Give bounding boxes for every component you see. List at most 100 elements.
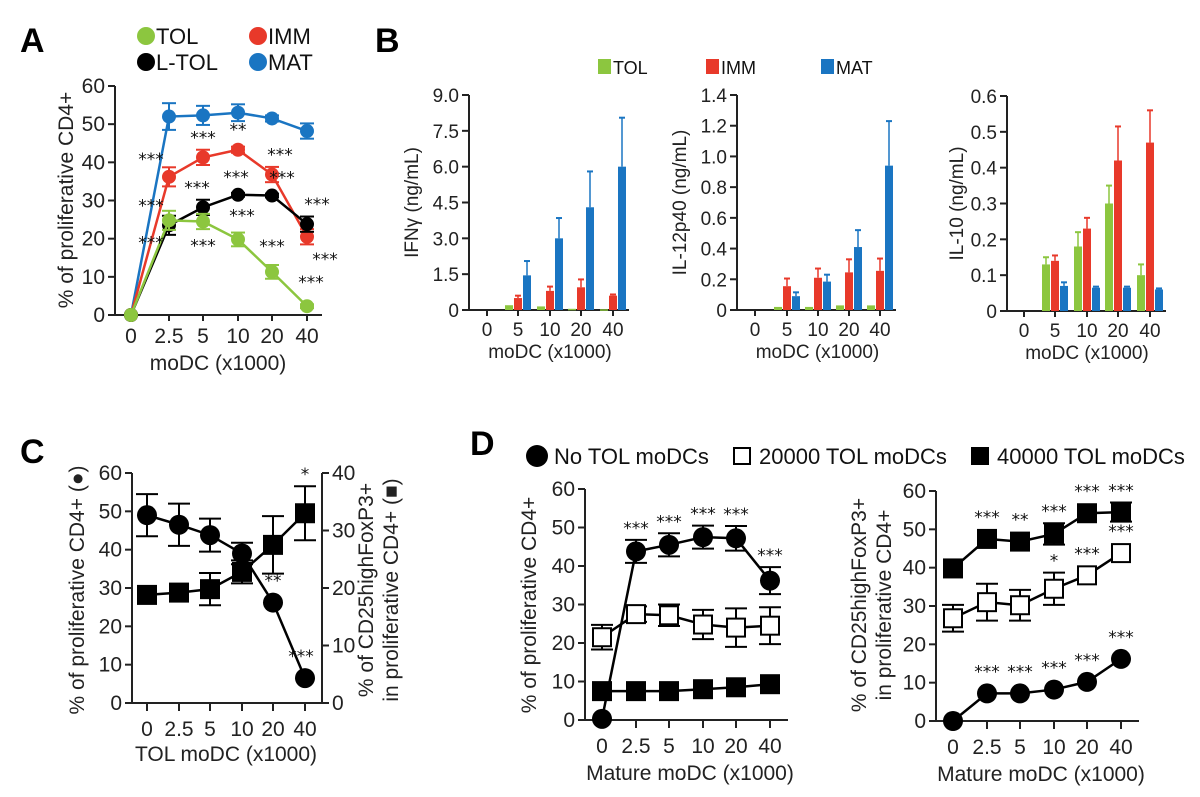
data-point — [263, 534, 283, 555]
x-axis-label: moDC (x1000) — [150, 352, 287, 375]
bar — [586, 207, 594, 310]
bar — [609, 295, 617, 310]
significance-stars: *** — [269, 169, 295, 189]
bar — [1042, 264, 1050, 311]
bar — [505, 305, 513, 310]
significance-stars: *** — [259, 237, 285, 257]
y-tick-label: 0.2 — [971, 230, 997, 251]
panel-letter-a: A — [20, 22, 45, 60]
series-20000-tol-modcs — [942, 543, 1131, 633]
bar — [783, 286, 791, 310]
legend-item-b-mat: MAT — [821, 58, 873, 78]
y-tick-label: 20 — [332, 577, 355, 600]
significance-stars: *** — [623, 519, 649, 539]
significance-stars: *** — [723, 505, 749, 525]
x-tick-label: 0 — [482, 320, 493, 341]
significance-stars: *** — [1041, 659, 1067, 679]
significance-stars: *** — [1108, 522, 1134, 542]
legend-label: MAT — [836, 58, 873, 78]
significance-stars: ** — [230, 121, 247, 141]
series-40000-tol-modcs — [592, 674, 780, 702]
y-axis-label-left: % of proliferative CD4+ (●) — [66, 465, 89, 714]
data-point — [300, 229, 314, 244]
x-tick-label: 10 — [1042, 736, 1065, 759]
significance-stars: *** — [656, 512, 682, 532]
data-point — [1010, 531, 1030, 552]
data-point — [196, 200, 210, 215]
bar — [792, 296, 800, 310]
x-tick-label: 10 — [230, 718, 253, 741]
legend-item-d-40000-tol-modcs: 40000 TOL moDCs — [971, 444, 1185, 469]
data-point — [659, 534, 679, 555]
y-tick-label: 30 — [332, 520, 355, 543]
data-point — [659, 605, 679, 626]
x-tick-label: 10 — [807, 320, 828, 341]
y-tick-label: 20 — [552, 632, 575, 655]
y-tick-label: 0.1 — [971, 266, 997, 287]
y-tick-label: 0 — [716, 301, 727, 322]
y-axis-label: IL-10 (ng/mL) — [947, 146, 968, 260]
x-tick-label: 40 — [295, 325, 318, 348]
y-tick-label: 60 — [903, 480, 926, 503]
y-tick-label: 20 — [99, 615, 122, 638]
y-tick-label: 60 — [99, 462, 122, 485]
series-imm — [783, 257, 884, 310]
significance-stars: *** — [1108, 482, 1134, 502]
legend-item-mat: MAT — [249, 50, 313, 75]
bar — [546, 290, 554, 310]
data-point — [726, 617, 746, 638]
x-tick-label: 5 — [513, 320, 524, 341]
y-axis-label-line1: % of CD25highFoxP3+ — [848, 498, 871, 712]
series-tol — [124, 209, 314, 322]
x-tick-label: 10 — [226, 325, 249, 348]
data-point — [295, 503, 315, 524]
y-tick-label: 7.5 — [433, 122, 459, 143]
x-tick-label: 2.5 — [972, 736, 1001, 759]
y-tick-label: 50 — [903, 518, 926, 541]
x-tick-label: 5 — [663, 735, 675, 758]
data-point — [592, 627, 612, 648]
y-axis-label: IL-12p40 (ng/mL) — [670, 130, 691, 276]
y-tick-label: 0.8 — [701, 178, 727, 199]
series-mat — [1060, 281, 1163, 311]
x-tick-label: 5 — [1050, 321, 1061, 342]
bar — [568, 308, 576, 311]
significance-stars: *** — [190, 128, 216, 148]
data-point — [760, 674, 780, 695]
legend-label: IMM — [721, 58, 756, 78]
x-axis-label: Mature moDC (x1000) — [586, 762, 794, 785]
data-point — [196, 108, 210, 123]
y-axis-label: IFNγ (ng/mL) — [402, 147, 423, 258]
series-line — [129, 193, 308, 316]
legend-marker — [526, 445, 548, 467]
y-tick-label: 50 — [99, 500, 122, 523]
significance-stars: *** — [267, 146, 293, 166]
legend-item-d-20000-tol-modcs: 20000 TOL moDCs — [733, 444, 947, 469]
bar — [814, 277, 822, 310]
y-tick-label: 20 — [903, 633, 926, 656]
legend-marker — [706, 59, 719, 74]
x-tick-label: 2.5 — [154, 325, 183, 348]
data-point — [162, 169, 176, 184]
x-tick-label: 40 — [758, 735, 781, 758]
y-tick-label: 10 — [99, 654, 122, 677]
data-point — [263, 592, 283, 613]
x-tick-label: 40 — [293, 718, 316, 741]
bar — [1155, 289, 1163, 311]
data-point — [626, 681, 646, 702]
y-tick-label: 1.2 — [701, 117, 727, 138]
x-tick-label: 10 — [691, 735, 714, 758]
x-tick-label: 5 — [197, 325, 209, 348]
data-point — [726, 677, 746, 698]
y-tick-label: 9.0 — [433, 86, 459, 107]
y-tick-label: 40 — [903, 557, 926, 580]
legend-marker — [971, 447, 989, 465]
significance-stars: *** — [1074, 482, 1100, 502]
legend-item-b-tol: TOL — [598, 58, 648, 78]
significance-stars: *** — [312, 250, 338, 270]
data-point — [265, 188, 279, 203]
y-tick-label: 6.0 — [433, 158, 459, 179]
